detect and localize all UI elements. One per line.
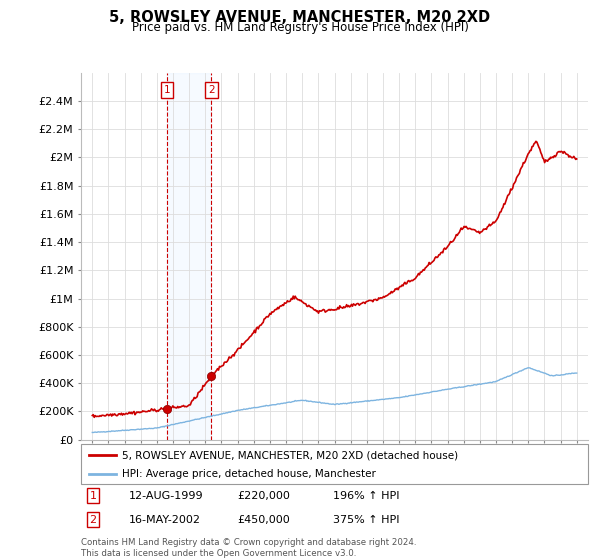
Text: 5, ROWSLEY AVENUE, MANCHESTER, M20 2XD: 5, ROWSLEY AVENUE, MANCHESTER, M20 2XD [109, 10, 491, 25]
Text: 1: 1 [89, 491, 97, 501]
Text: 375% ↑ HPI: 375% ↑ HPI [333, 515, 400, 525]
Text: 12-AUG-1999: 12-AUG-1999 [129, 491, 203, 501]
Text: 2: 2 [208, 85, 215, 95]
Text: Contains HM Land Registry data © Crown copyright and database right 2024.
This d: Contains HM Land Registry data © Crown c… [81, 538, 416, 558]
Text: 1: 1 [164, 85, 170, 95]
Text: 5, ROWSLEY AVENUE, MANCHESTER, M20 2XD (detached house): 5, ROWSLEY AVENUE, MANCHESTER, M20 2XD (… [122, 450, 458, 460]
Text: 16-MAY-2002: 16-MAY-2002 [129, 515, 201, 525]
Bar [167, 73, 211, 440]
Text: HPI: Average price, detached house, Manchester: HPI: Average price, detached house, Manc… [122, 469, 376, 479]
Text: 2: 2 [89, 515, 97, 525]
Text: Price paid vs. HM Land Registry's House Price Index (HPI): Price paid vs. HM Land Registry's House … [131, 21, 469, 34]
Text: 196% ↑ HPI: 196% ↑ HPI [333, 491, 400, 501]
Text: £450,000: £450,000 [237, 515, 290, 525]
Text: £220,000: £220,000 [237, 491, 290, 501]
